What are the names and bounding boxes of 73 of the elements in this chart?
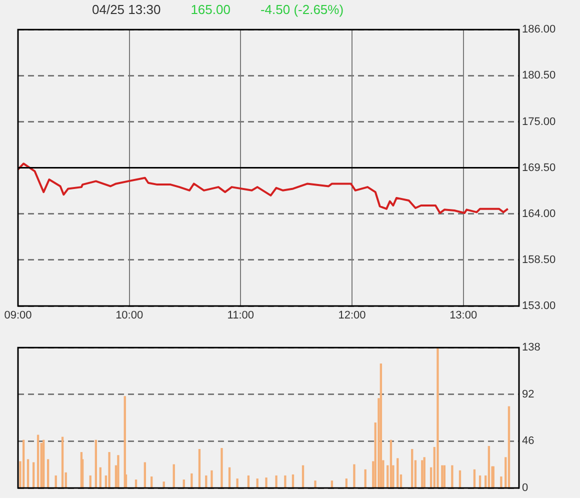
y-tick-label: 186.00 (522, 24, 556, 36)
bar (411, 449, 414, 488)
bar (190, 473, 193, 488)
bar (162, 482, 165, 488)
bar (396, 458, 399, 488)
bar (89, 475, 92, 488)
bar (421, 460, 424, 488)
bar (458, 470, 462, 488)
bar (172, 464, 175, 488)
y-tick-label: 169.50 (522, 162, 556, 174)
bar (182, 480, 185, 488)
bar (134, 480, 138, 488)
bar (292, 474, 294, 488)
bar (42, 440, 45, 488)
bar (22, 440, 25, 488)
bar (508, 406, 510, 488)
y-tick-label: 92 (522, 388, 534, 400)
y-tick-label: 0 (522, 482, 528, 494)
text: 165.00 (190, 1, 230, 19)
y-tick-label: 46 (522, 435, 534, 448)
y-tick-label: 175.00 (522, 116, 556, 128)
bar (500, 476, 502, 488)
bar (302, 465, 304, 488)
bar (364, 469, 366, 488)
bar (314, 480, 316, 488)
bar (144, 462, 146, 488)
bar (284, 475, 286, 488)
bar (150, 476, 153, 488)
bar (61, 436, 64, 488)
bar (473, 469, 476, 488)
bar (423, 457, 426, 488)
bar (54, 475, 57, 488)
bar (205, 475, 208, 488)
bar (441, 465, 444, 488)
x-tick-label: 10:00 (116, 310, 144, 322)
bar (265, 477, 268, 488)
bar (345, 478, 348, 488)
bar (36, 434, 40, 488)
bar (108, 452, 110, 488)
y-tick-label: 158.50 (522, 254, 556, 266)
bar (353, 464, 356, 488)
bar (94, 440, 98, 488)
x-tick-label: 09:00 (4, 310, 32, 322)
bar (390, 440, 392, 488)
bar (198, 449, 201, 488)
chart-title: 04/25 13:30 (92, 1, 161, 19)
bar (46, 459, 50, 488)
bar (228, 467, 231, 488)
y-tick-label: 164.00 (522, 208, 556, 220)
text: -4.50 (-2.65%) (260, 1, 344, 19)
bar (275, 475, 278, 488)
bar (436, 348, 439, 488)
bar (236, 478, 238, 488)
bar (478, 475, 482, 488)
bar (26, 459, 30, 488)
bar (99, 467, 102, 488)
y-tick-label: 153.00 (522, 300, 556, 312)
bar (117, 455, 120, 488)
bar (451, 465, 454, 488)
y-tick-label: 180.50 (522, 70, 556, 82)
bar (488, 446, 490, 488)
bar (220, 448, 223, 488)
bar (247, 475, 250, 488)
x-tick-label: 12:00 (338, 310, 366, 322)
bar (256, 478, 258, 488)
bar (380, 364, 382, 488)
bar (32, 462, 35, 488)
bar (330, 480, 334, 488)
y-tick-label: 138 (522, 342, 540, 354)
bar (210, 470, 213, 488)
bar (443, 465, 446, 488)
x-tick-label: 13:00 (450, 310, 478, 322)
x-tick-label: 11:00 (227, 310, 254, 322)
